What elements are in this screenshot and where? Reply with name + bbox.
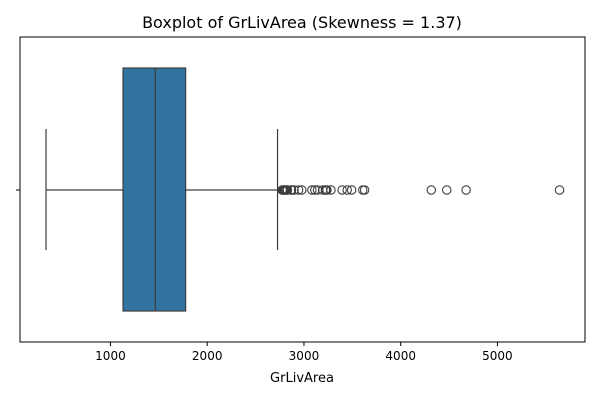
- outlier-point-22: [346, 185, 357, 195]
- x-tick-label-4000: 4000: [385, 349, 416, 363]
- outlier-point-28: [554, 185, 565, 195]
- outlier-point-19: [326, 185, 336, 195]
- outlier-point-23: [358, 185, 368, 195]
- chart-title: Boxplot of GrLivArea (Skewness = 1.37): [142, 13, 462, 32]
- x-tick-label-3000: 3000: [289, 349, 320, 363]
- outlier-point-8: [286, 185, 297, 195]
- iqr-box: [122, 67, 187, 312]
- outlier-point-6: [282, 185, 293, 195]
- outlier-point-12: [307, 185, 317, 195]
- x-axis-label: GrLivArea: [270, 371, 334, 386]
- outlier-point-18: [322, 185, 332, 195]
- box-group: [45, 67, 279, 312]
- outlier-point-27: [461, 185, 471, 195]
- outlier-point-10: [293, 185, 304, 195]
- outlier-point-20: [337, 185, 347, 195]
- outlier-point-26: [441, 185, 452, 195]
- outlier-group: [277, 185, 565, 195]
- x-tick-label-2000: 2000: [192, 349, 223, 363]
- x-tick-label-5000: 5000: [482, 349, 513, 363]
- outlier-point-9: [289, 185, 299, 195]
- outlier-point-25: [426, 185, 437, 195]
- x-axis: 1000 2000 3000 4000 5000: [95, 342, 513, 363]
- x-tick-label-1000: 1000: [95, 349, 126, 363]
- outlier-point-24: [359, 185, 370, 195]
- outlier-point-21: [342, 185, 352, 195]
- outlier-point-11: [297, 185, 307, 195]
